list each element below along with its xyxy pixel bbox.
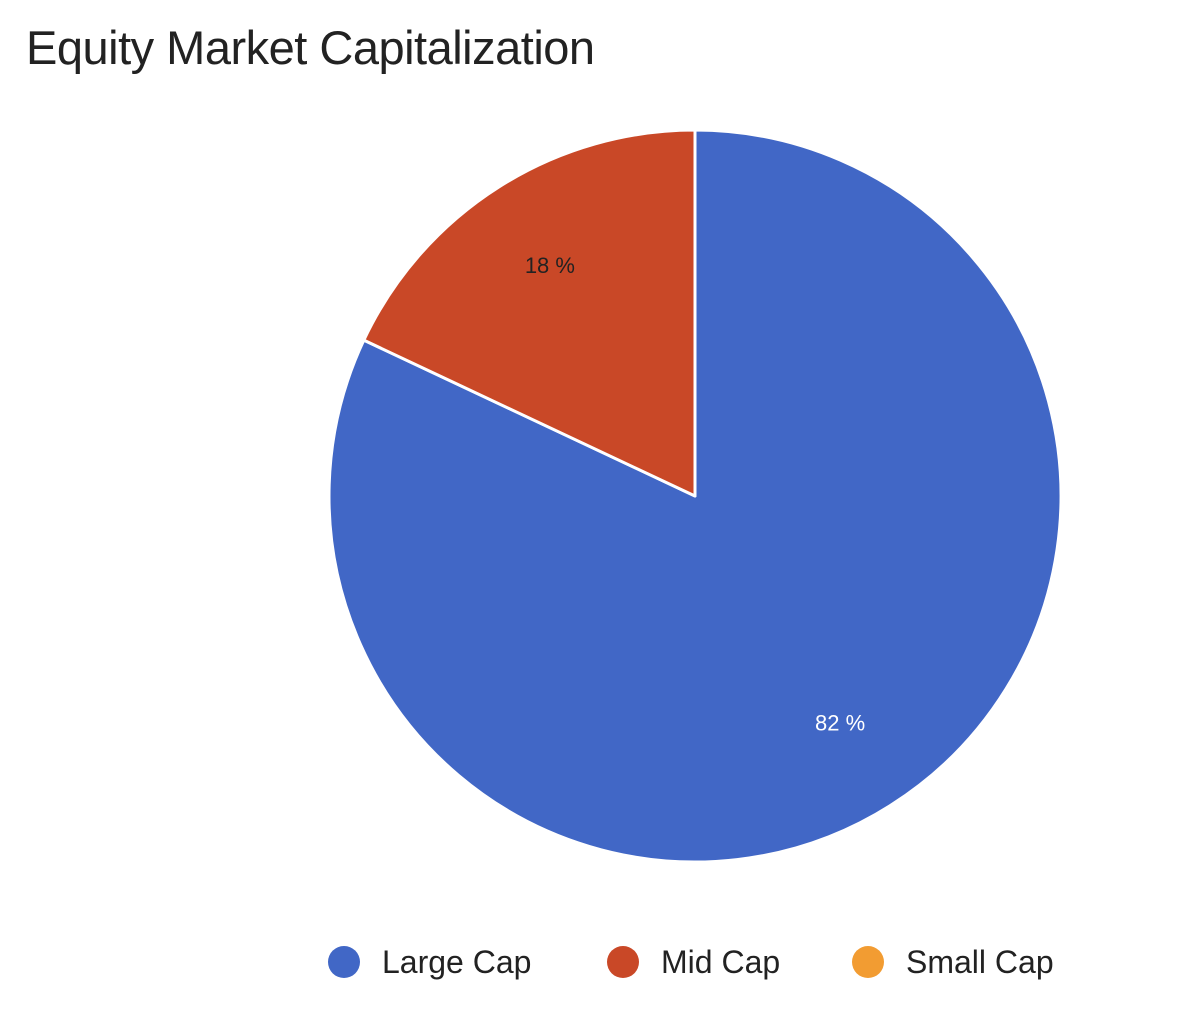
legend-item-large-cap[interactable]: Large Cap: [328, 938, 531, 986]
slice-label-mid-cap: 18 %: [525, 253, 575, 278]
legend-item-mid-cap[interactable]: Mid Cap: [607, 938, 780, 986]
legend-swatch-small-cap: [852, 946, 884, 978]
legend-label-large-cap: Large Cap: [382, 943, 532, 980]
legend: Large Cap Mid Cap Small Cap: [0, 938, 1200, 986]
legend-swatch-large-cap: [328, 946, 360, 978]
chart-title: Equity Market Capitalization: [26, 21, 595, 74]
legend-label-mid-cap: Mid Cap: [661, 943, 781, 980]
legend-swatch-mid-cap: [607, 946, 639, 978]
legend-label-small-cap: Small Cap: [906, 943, 1054, 980]
pie-slice-mid-cap[interactable]: [362, 128, 697, 498]
pie-slice-large-cap[interactable]: [327, 128, 1063, 864]
slice-label-large-cap: 82 %: [815, 711, 865, 736]
legend-item-small-cap[interactable]: Small Cap: [852, 938, 1054, 986]
